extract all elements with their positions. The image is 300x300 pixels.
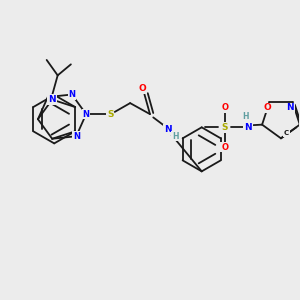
Text: N: N [68, 90, 75, 99]
Text: O: O [221, 142, 228, 152]
Text: N: N [164, 125, 171, 134]
Text: N: N [48, 95, 56, 104]
Text: N: N [73, 132, 80, 141]
Text: C: C [284, 130, 289, 136]
Text: H: H [242, 112, 249, 121]
Text: O: O [221, 103, 228, 112]
Text: N: N [244, 123, 252, 132]
Text: O: O [138, 84, 146, 93]
Text: S: S [222, 123, 228, 132]
Text: N: N [286, 103, 294, 112]
Text: O: O [263, 103, 271, 112]
Text: N: N [82, 110, 90, 118]
Text: S: S [107, 110, 114, 118]
Text: H: H [172, 132, 178, 141]
